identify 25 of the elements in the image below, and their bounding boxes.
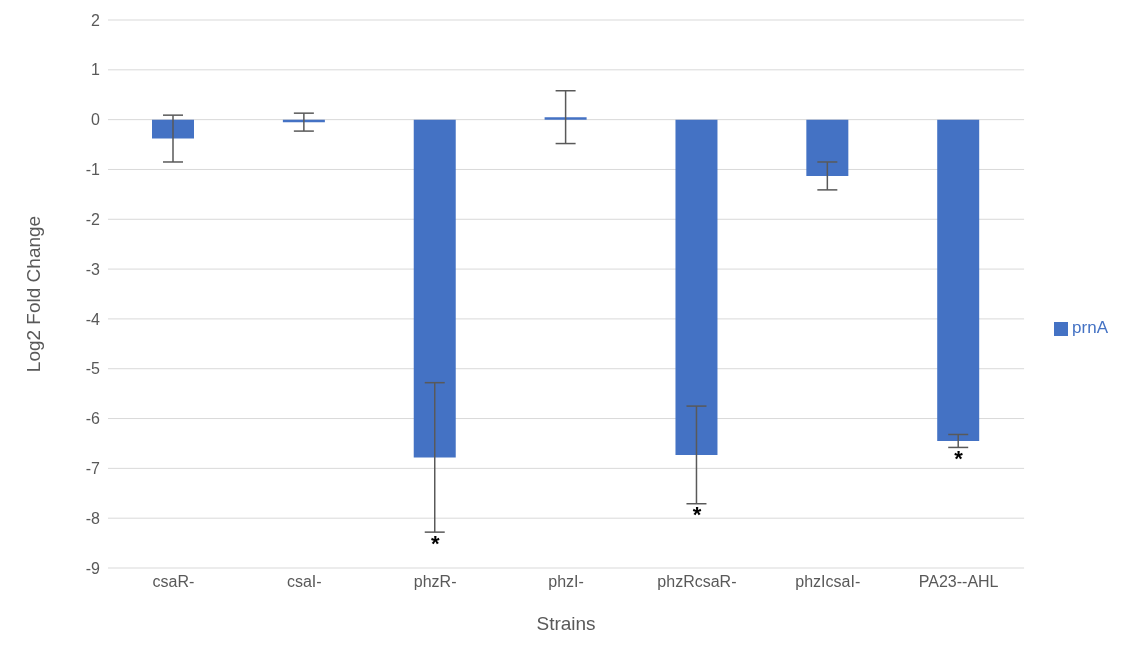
x-tick-label: csaR- <box>152 573 195 591</box>
x-tick-label: phzI- <box>548 573 584 591</box>
y-tick-label: 1 <box>91 61 101 79</box>
x-tick-label: phzR- <box>413 573 457 591</box>
x-tick-label: phzRcsaR- <box>657 573 737 591</box>
y-tick-label: -8 <box>85 509 101 527</box>
legend-label: prnA <box>1072 318 1108 337</box>
x-tick-label: phzIcsaI- <box>795 573 861 591</box>
annotation: * <box>954 446 964 472</box>
y-tick-label: -5 <box>85 360 101 378</box>
y-tick-label: -9 <box>85 559 101 577</box>
y-tick-label: -7 <box>85 460 101 478</box>
y-tick-label: -1 <box>85 161 101 179</box>
x-axis-title: Strains <box>536 613 596 634</box>
y-tick-label: 0 <box>91 111 101 129</box>
y-tick-label: -4 <box>85 310 101 328</box>
y-tick-label: 2 <box>91 11 101 29</box>
annotation: * <box>430 530 440 556</box>
y-tick-label: -2 <box>85 210 101 228</box>
y-tick-label: -3 <box>85 260 101 278</box>
annotation: * <box>692 502 702 528</box>
y-tick-label: -6 <box>85 410 101 428</box>
y-axis-title: Log2 Fold Change <box>22 215 44 373</box>
x-tick-label: csaI- <box>286 573 322 591</box>
x-tick-label: PA23--AHL <box>918 573 999 591</box>
